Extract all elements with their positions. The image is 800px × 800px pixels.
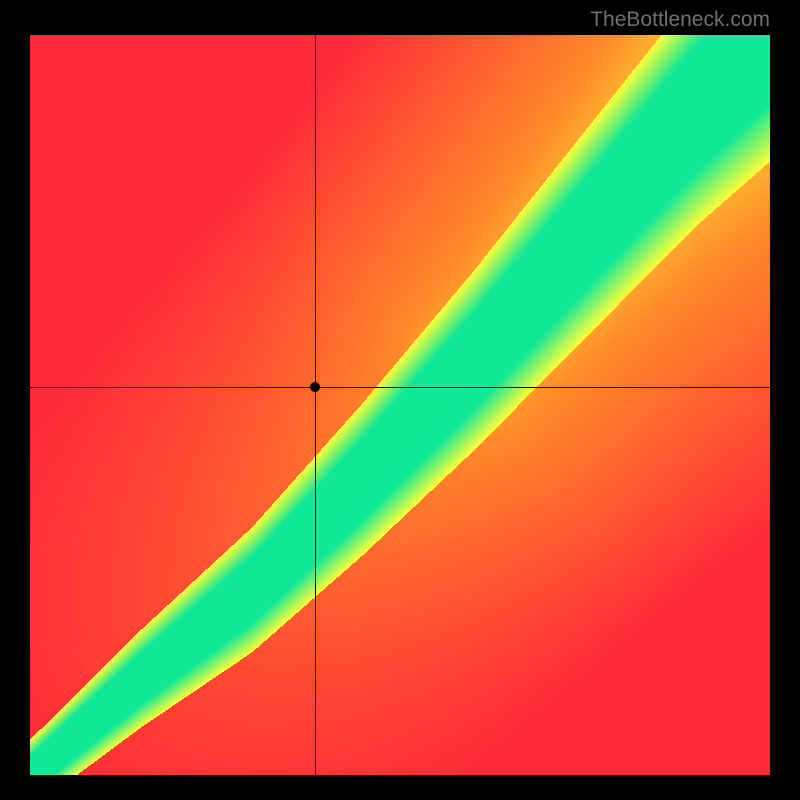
bottleneck-heatmap (30, 35, 770, 775)
chart-container: TheBottleneck.com (0, 0, 800, 800)
crosshair-vertical (315, 35, 316, 775)
plot-area (30, 35, 770, 775)
crosshair-horizontal (30, 387, 770, 388)
watermark-text: TheBottleneck.com (590, 8, 770, 32)
crosshair-marker-dot (310, 382, 320, 392)
